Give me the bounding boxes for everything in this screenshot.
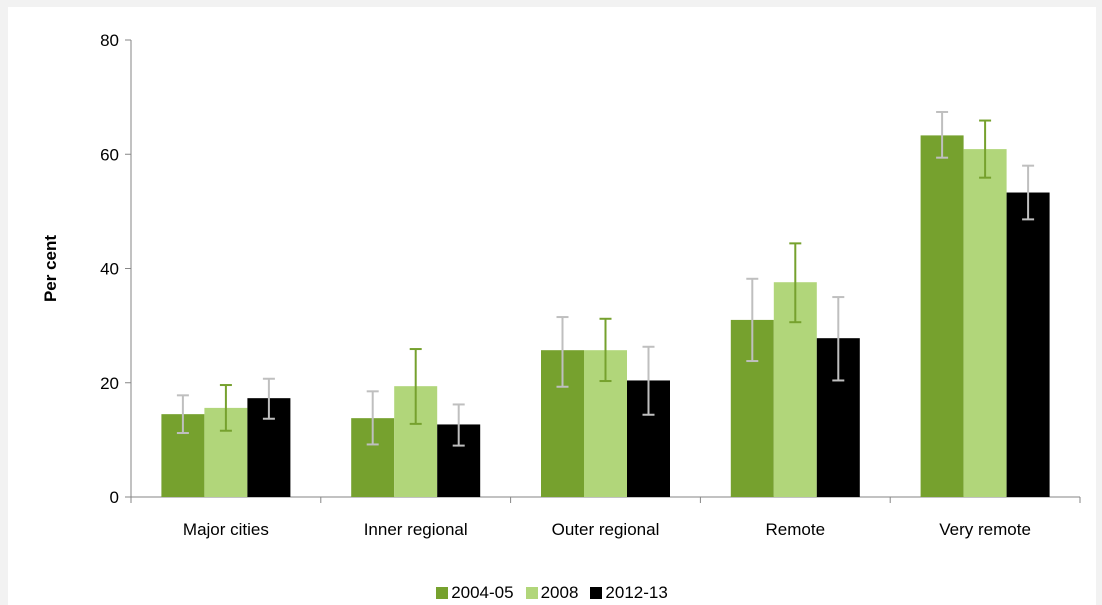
y-tick-label: 0 [110, 488, 119, 507]
y-tick-label: 40 [100, 260, 119, 279]
legend-item-2004-05: 2004-05 [436, 583, 514, 603]
legend-item-2012-13: 2012-13 [590, 583, 668, 603]
y-tick-label: 60 [100, 145, 119, 164]
legend-item-2008: 2008 [525, 583, 579, 603]
legend-label: 2004-05 [451, 583, 514, 602]
legend: 2004-05 2008 2012-13 [8, 583, 1096, 603]
legend-swatch [525, 587, 538, 599]
bar-chart: 0 20 40 60 80 Per cent Major cities Inner regio… [41, 31, 1081, 539]
bar-2008-very-remote [963, 149, 1007, 497]
y-tick-label: 80 [100, 31, 119, 50]
legend-label: 2012-13 [605, 583, 668, 602]
chart-card: 0 20 40 60 80 Per cent Major cities Inner regio… [8, 7, 1096, 605]
bar-2012-13-very-remote [1006, 192, 1050, 497]
x-tick-label-major-cities: Major cities [183, 520, 269, 539]
x-tick-label-inner-regional: Inner regional [364, 520, 468, 539]
x-tick-label-outer-regional: Outer regional [552, 520, 660, 539]
x-tick-label-remote: Remote [766, 520, 826, 539]
y-tick-label: 20 [100, 374, 119, 393]
y-axis-title: Per cent [41, 235, 60, 302]
bar-2004-05-very-remote [920, 135, 964, 497]
legend-label: 2008 [540, 583, 579, 602]
x-tick-label-very-remote: Very remote [939, 520, 1031, 539]
legend-swatch [590, 587, 603, 599]
legend-swatch [436, 587, 449, 599]
